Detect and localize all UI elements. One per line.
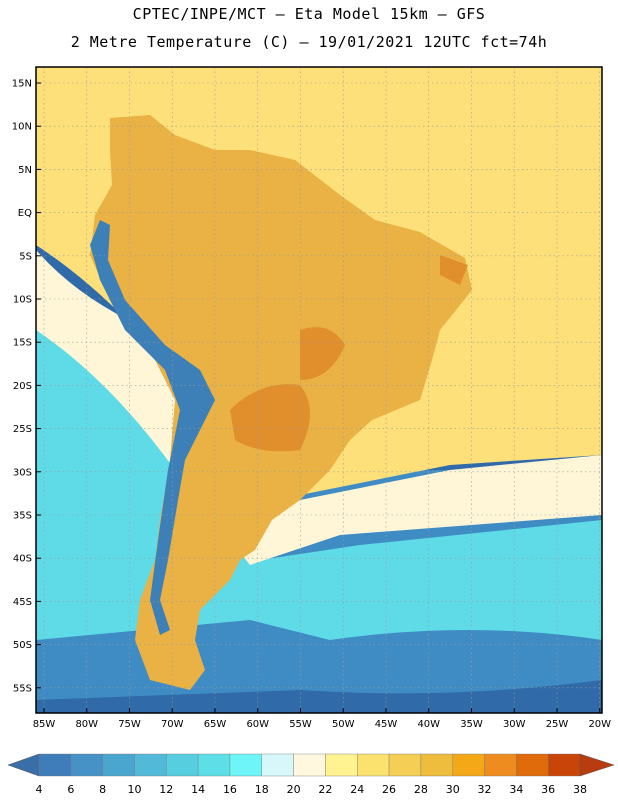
andes-cold-strip (90, 220, 215, 635)
lon-label: 50W (332, 719, 355, 730)
colorbar-label: 12 (159, 783, 173, 796)
colorbar-label: 14 (191, 783, 205, 796)
map-frame (35, 66, 603, 714)
lon-label: 40W (417, 719, 440, 730)
colorbar-bin (293, 753, 326, 777)
lon-label: 75W (118, 719, 141, 730)
colorbar-bin (547, 753, 581, 777)
colorbar-bin (229, 753, 262, 777)
colorbar-bin (134, 753, 167, 777)
hot-northeast (300, 327, 345, 380)
lat-label: 35S (13, 511, 32, 522)
lat-label: 50S (13, 640, 32, 651)
hot-coast (440, 255, 468, 285)
lon-label: 25W (546, 719, 569, 730)
lat-label: 25S (13, 424, 32, 435)
lat-label: 20S (13, 381, 32, 392)
colorbar-bin (452, 753, 485, 777)
axis-ticks: 85W 80W 75W 70W 65W 60W 55W 50W 45W 40W 35W 30W 25W 2… (12, 79, 611, 731)
colorbar-label: 38 (573, 783, 587, 796)
colorbar-bin (420, 753, 453, 777)
lat-label: 40S (13, 554, 32, 565)
lon-label: 85W (33, 719, 56, 730)
colorbar-bin (38, 753, 72, 777)
lon-label: 55W (289, 719, 312, 730)
colorbar: 4 6 8 10 12 14 16 18 20 22 24 26 28 30 32 34 36 38 (7, 753, 615, 796)
lat-label: 10S (13, 295, 32, 306)
colorbar-bin (70, 753, 103, 777)
colorbar-bin (357, 753, 390, 777)
colorbar-label: 26 (382, 783, 396, 796)
lat-label: 30S (13, 467, 32, 478)
colorbar-label: 18 (255, 783, 269, 796)
lat-label: 5S (19, 251, 32, 262)
colorbar-label: 6 (67, 783, 74, 796)
colorbar-bin (166, 753, 199, 777)
lat-label: 55S (13, 683, 32, 694)
colorbar-label: 24 (350, 783, 364, 796)
map-title-line-1: CPTEC/INPE/MCT – Eta Model 15km – GFS (132, 5, 486, 23)
lon-label: 30W (503, 719, 526, 730)
colorbar-bin (516, 753, 549, 777)
colorbar-label: 36 (541, 783, 555, 796)
colorbar-under-arrow (7, 753, 40, 777)
ocean-light-band (36, 250, 602, 565)
map-title-line-2: 2 Metre Temperature (C) – 19/01/2021 12U… (70, 33, 548, 51)
colorbar-label: 22 (318, 783, 332, 796)
lon-label: 45W (375, 719, 398, 730)
colorbar-label: 16 (223, 783, 237, 796)
lat-label: 5N (18, 165, 32, 176)
lon-label: 35W (460, 719, 483, 730)
colorbar-bin (102, 753, 135, 777)
colorbar-label: 28 (414, 783, 428, 796)
lat-label: 15S (13, 338, 32, 349)
colorbar-over-arrow (579, 753, 615, 777)
lat-label: 10N (12, 122, 32, 133)
colorbar-bin (484, 753, 517, 777)
lat-label: EQ (18, 208, 32, 219)
map-field (36, 67, 602, 713)
colorbar-label: 8 (99, 783, 106, 796)
lat-label: 15N (12, 79, 32, 90)
colorbar-bin (197, 753, 231, 777)
colorbar-bin (261, 753, 294, 777)
lon-label: 80W (75, 719, 98, 730)
lon-label: 65W (204, 719, 227, 730)
colorbar-label: 32 (478, 783, 492, 796)
lat-label: 45S (13, 597, 32, 608)
colorbar-label: 10 (127, 783, 141, 796)
lon-label: 60W (246, 719, 269, 730)
colorbar-label: 30 (446, 783, 460, 796)
colorbar-label: 4 (36, 783, 43, 796)
hot-interior (230, 384, 310, 452)
lon-label: 70W (161, 719, 184, 730)
colorbar-label: 34 (509, 783, 523, 796)
colorbar-bin (388, 753, 422, 777)
lon-label: 20W (588, 719, 611, 730)
colorbar-label: 20 (287, 783, 301, 796)
colorbar-bin (325, 753, 358, 777)
